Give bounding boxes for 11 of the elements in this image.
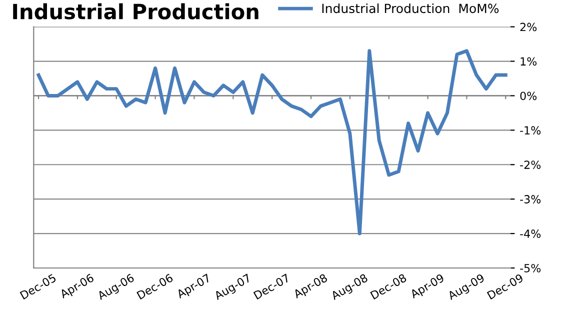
y-tick-label: -2% — [520, 160, 541, 170]
y-tick-label: -5% — [520, 264, 541, 272]
y-tick-label: 0% — [520, 92, 537, 100]
line-series — [36, 49, 508, 236]
legend-label: Industrial Production MoM% — [322, 3, 499, 14]
y-tick-label: 1% — [520, 57, 537, 66]
y-tick-label: -4% — [520, 230, 541, 238]
chart-title: Industrial Production — [13, 3, 258, 20]
y-tick-label: 2% — [520, 22, 537, 32]
y-tick-label: -3% — [520, 195, 541, 204]
y-tick-label: -1% — [520, 126, 541, 135]
